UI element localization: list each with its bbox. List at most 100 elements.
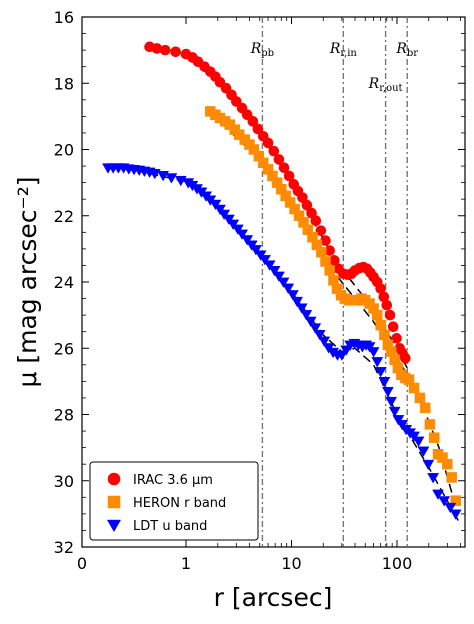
data-point-series-2 (272, 271, 285, 283)
data-point-series-2 (427, 473, 440, 484)
data-point-series-2 (249, 245, 262, 256)
data-point-series-2 (385, 396, 398, 408)
y-tick-label: 26 (54, 339, 74, 358)
data-point-series-2 (318, 336, 331, 347)
data-point-series-2 (241, 235, 254, 246)
data-point-series-1 (375, 319, 386, 331)
data-point-series-1 (316, 246, 327, 258)
data-point-series-0 (170, 46, 181, 58)
data-point-series-2 (335, 350, 348, 361)
data-point-series-2 (277, 277, 290, 289)
legend-label-0: IRAC 3.6 μm (133, 473, 213, 488)
x-axis-title: r [arcsec] (214, 583, 333, 612)
data-point-series-1 (450, 495, 461, 506)
data-point-series-2 (438, 496, 451, 507)
data-point-series-0 (301, 199, 313, 211)
data-point-series-2 (304, 316, 317, 328)
y-tick-label: 28 (54, 406, 74, 425)
data-point-series-2 (282, 283, 295, 294)
data-point-series-2 (367, 347, 380, 358)
data-point-series-2 (165, 173, 178, 184)
data-point-series-1 (379, 329, 390, 341)
data-point-series-2 (449, 509, 462, 520)
data-point-series-2 (371, 357, 384, 368)
data-point-series-0 (310, 215, 322, 227)
data-point-series-2 (388, 406, 401, 418)
data-point-series-1 (446, 472, 457, 483)
data-point-series-0 (252, 123, 264, 135)
data-point-series-2 (412, 436, 425, 448)
axis-ticks: 0 1 10 100 16 18 20 22 24 26 28 30 32 (54, 8, 465, 573)
y-tick-label: 20 (54, 141, 74, 160)
data-point-series-2 (286, 290, 299, 301)
data-point-series-0 (268, 145, 280, 157)
data-point-series-1 (442, 458, 453, 470)
data-point-series-1 (372, 309, 383, 321)
data-point-series-1 (428, 432, 440, 443)
data-point-series-0 (400, 352, 411, 364)
data-point-series-2 (444, 502, 457, 514)
data-point-series-2 (378, 377, 391, 388)
data-point-series-1 (419, 402, 431, 414)
data-point-series-2 (417, 446, 430, 457)
x-tick-label: 10 (281, 554, 301, 573)
radius-subscript: pb (261, 48, 274, 59)
data-point-series-0 (159, 44, 171, 56)
radius-label-r-in: Rr,in (329, 41, 358, 59)
data-point-series-0 (381, 299, 393, 311)
data-point-series-2 (381, 386, 394, 398)
data-point-series-2 (291, 296, 304, 308)
data-point-series-2 (422, 459, 435, 471)
data-point-series-1 (324, 265, 335, 276)
data-point-series-0 (273, 154, 285, 165)
data-point-series-0 (384, 309, 396, 321)
data-point-series-0 (247, 116, 259, 127)
radius-subscript: r,out (379, 83, 402, 94)
y-tick-label: 32 (54, 538, 74, 557)
x-tick-label: 0 (77, 554, 87, 573)
data-point-series-0 (278, 162, 290, 174)
fit-line-0 (144, 45, 410, 372)
y-tick-label: 24 (54, 273, 74, 292)
data-point-series-2 (374, 367, 387, 378)
data-point-series-0 (391, 333, 402, 344)
radius-label-br: Rbr (395, 41, 418, 59)
y-tick-label: 18 (54, 74, 74, 93)
y-tick-label: 16 (54, 8, 74, 27)
data-point-series-0 (387, 321, 399, 333)
data-point-series-1 (414, 392, 426, 404)
fit-line-1 (207, 114, 458, 511)
data-point-series-0 (262, 137, 274, 149)
data-point-series-2 (300, 310, 313, 321)
radius-subscript: r,in (340, 48, 357, 59)
x-tick-label: 100 (382, 554, 413, 573)
data-point-series-0 (315, 225, 327, 236)
data-point-series-2 (432, 489, 444, 501)
legend-marker-1 (107, 495, 121, 509)
data-point-series-1 (408, 382, 420, 394)
legend: IRAC 3.6 μm HERON r band LDT u band (89, 461, 259, 541)
data-point-series-2 (236, 229, 249, 240)
data-point-series-1 (424, 419, 436, 430)
legend-items: IRAC 3.6 μm HERON r band LDT u band (106, 472, 226, 534)
data-point-series-2 (157, 170, 170, 182)
data-point-series-2 (313, 329, 326, 341)
data-point-series-1 (320, 256, 331, 267)
y-axis-title: μ [mag arcsec⁻²] (13, 176, 42, 387)
data-point-series-2 (295, 303, 308, 314)
y-tick-label: 30 (54, 472, 74, 491)
legend-label-2: LDT u band (133, 519, 207, 534)
radius-label-pb: Rpb (250, 41, 274, 59)
data-point-series-0 (283, 170, 295, 182)
data-point-series-2 (259, 255, 271, 266)
legend-box (89, 461, 259, 541)
legend-marker-0 (107, 472, 121, 486)
radius-subscript: br (407, 48, 418, 59)
data-point-series-2 (309, 323, 322, 334)
legend-label-1: HERON r band (133, 496, 226, 511)
legend-marker-2 (106, 519, 122, 533)
data-points (102, 41, 462, 520)
